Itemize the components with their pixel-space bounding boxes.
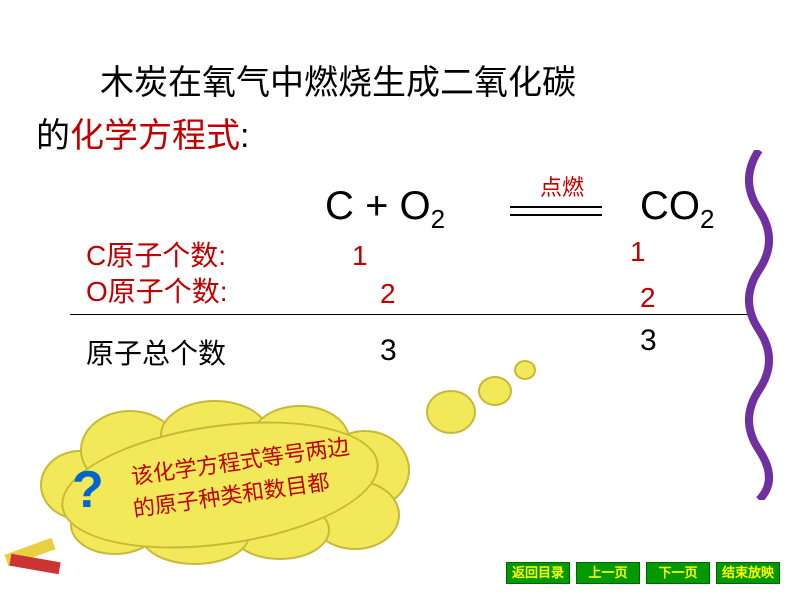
total-count-right: 3 xyxy=(640,324,657,358)
o-atom-label: O原子个数: xyxy=(86,270,228,310)
table-divider xyxy=(70,314,750,315)
eq-c: C + O2 xyxy=(325,184,445,235)
intro-post: : xyxy=(240,117,249,155)
thought-cloud: ? 该化学方程式等号两边 的原子种类和数目都 xyxy=(30,400,430,560)
question-mark-icon: ? xyxy=(72,460,104,520)
total-atom-label: 原子总个数 xyxy=(86,332,226,372)
thought-bubble-2 xyxy=(478,376,512,406)
eq-line-top xyxy=(510,206,602,208)
intro-pre: 的 xyxy=(36,117,70,155)
c-count-right: 1 xyxy=(630,236,646,268)
next-button[interactable]: 下一页 xyxy=(646,562,710,584)
intro-highlight: 化学方程式 xyxy=(70,117,240,155)
eq-line-bottom xyxy=(510,214,602,216)
menu-button[interactable]: 返回目录 xyxy=(506,562,570,584)
squiggle-decoration xyxy=(734,150,784,500)
intro-line-2: 的化学方程式: xyxy=(36,108,249,157)
o-count-left: 2 xyxy=(380,278,396,310)
total-count-left: 3 xyxy=(380,334,397,368)
thought-bubble-3 xyxy=(426,390,476,434)
eq-co2: CO2 xyxy=(640,184,714,235)
intro-line-1: 木炭在氧气中燃烧生成二氧化碳 xyxy=(100,55,576,104)
c-count-left: 1 xyxy=(352,240,368,272)
c-atom-label: C原子个数: xyxy=(86,234,226,274)
thought-bubble-1 xyxy=(514,360,536,380)
crayon-decoration xyxy=(0,516,80,576)
ignite-label: 点燃 xyxy=(540,170,584,202)
o-count-right: 2 xyxy=(640,282,656,314)
end-button[interactable]: 结束放映 xyxy=(716,562,780,584)
prev-button[interactable]: 上一页 xyxy=(576,562,640,584)
